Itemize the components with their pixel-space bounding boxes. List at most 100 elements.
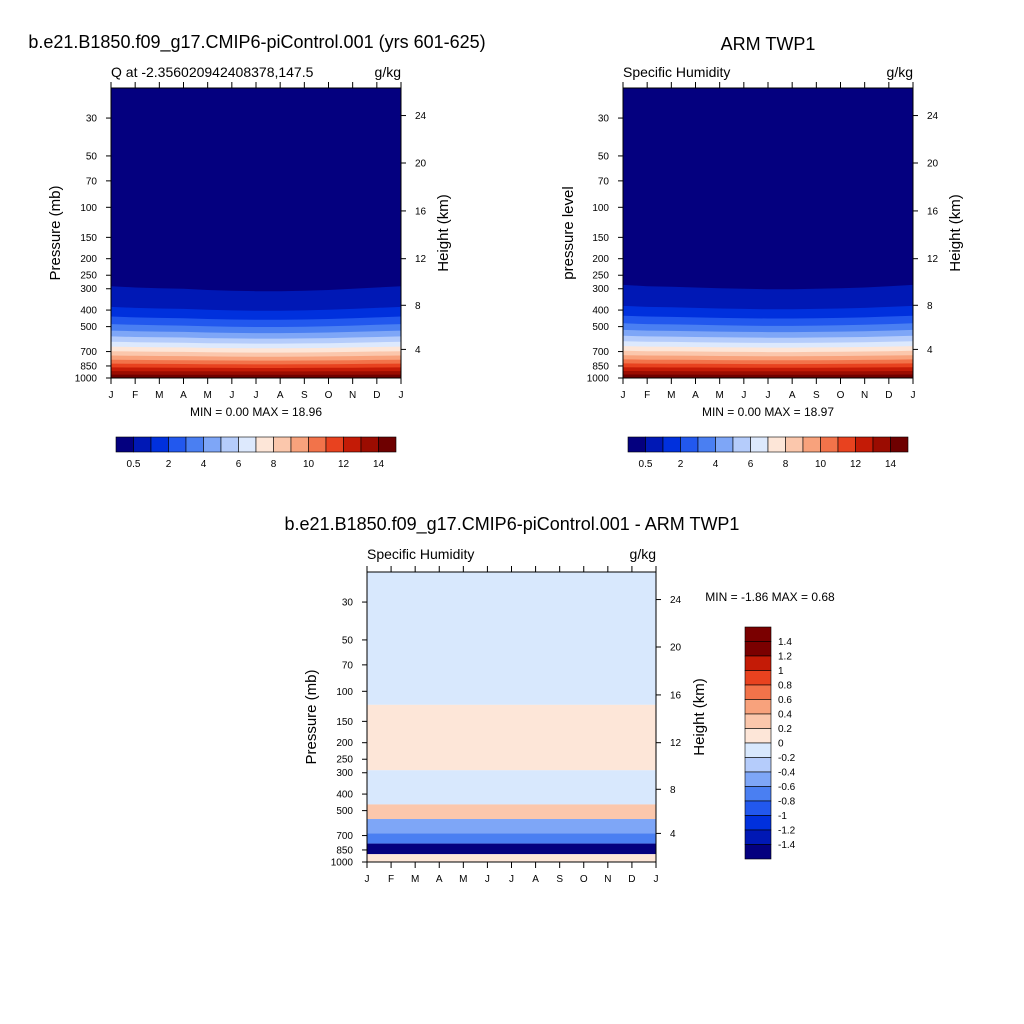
- y-tick-label: 700: [80, 347, 97, 358]
- colorbar-swatch: [744, 786, 772, 802]
- y-tick-label: 50: [342, 635, 354, 646]
- colorbar-swatch: [744, 742, 772, 758]
- y-tick-label: 50: [86, 151, 98, 162]
- y-tick-label: 50: [598, 151, 610, 162]
- colorbar-swatch: [744, 699, 772, 715]
- colorbar-swatch: [378, 436, 397, 453]
- x-tick-label: M: [155, 390, 163, 401]
- x-tick-label: F: [388, 874, 394, 885]
- colorbar-swatch: [203, 436, 222, 453]
- colorbar-swatch: [255, 436, 274, 453]
- difference-layer: [367, 704, 656, 771]
- y-tick-label: 1000: [331, 858, 354, 869]
- x-tick-label: A: [180, 390, 187, 401]
- y-tick-label: 500: [336, 806, 353, 817]
- difference-layer: [367, 819, 656, 834]
- colorbar-label: 1: [778, 666, 784, 677]
- y-axis-label-right: Height (km): [435, 194, 452, 272]
- subtitle-left: Specific Humidity: [623, 64, 730, 80]
- height-tick-label: 20: [415, 158, 427, 169]
- colorbar-swatch: [662, 436, 681, 453]
- colorbar-label: -0.6: [778, 782, 796, 793]
- min-max-stats: MIN = 0.00 MAX = 18.97: [702, 405, 834, 419]
- x-tick-label: S: [813, 390, 820, 401]
- height-tick-label: 24: [670, 595, 682, 606]
- subtitle-units: g/kg: [887, 64, 913, 80]
- x-tick-label: M: [203, 390, 211, 401]
- colorbar-swatch: [744, 728, 772, 744]
- colorbar-label: 14: [373, 459, 385, 470]
- colorbar-swatch: [238, 436, 257, 453]
- y-tick-label: 300: [80, 284, 97, 295]
- x-tick-label: J: [399, 390, 404, 401]
- y-tick-label: 250: [336, 755, 353, 766]
- colorbar-swatch: [802, 436, 821, 453]
- colorbar-swatch: [820, 436, 839, 453]
- difference-layer: [367, 804, 656, 820]
- colorbar-swatch: [890, 436, 909, 453]
- x-tick-label: N: [349, 390, 356, 401]
- colorbar-label: -1: [778, 811, 787, 822]
- colorbar-swatch: [645, 436, 664, 453]
- x-tick-label: O: [837, 390, 845, 401]
- difference-layer: [367, 770, 656, 805]
- x-tick-label: D: [373, 390, 380, 401]
- y-tick-label: 300: [592, 284, 609, 295]
- y-tick-label: 250: [80, 271, 97, 282]
- colorbar-label: 12: [338, 459, 350, 470]
- colorbar-swatch: [360, 436, 379, 453]
- height-tick-label: 16: [927, 206, 939, 217]
- colorbar-swatch: [744, 829, 772, 845]
- height-tick-label: 8: [927, 301, 933, 312]
- colorbar-swatch: [744, 655, 772, 671]
- y-tick-label: 30: [86, 114, 98, 125]
- subtitle-units: g/kg: [375, 64, 401, 80]
- y-tick-label: 500: [80, 322, 97, 333]
- colorbar-swatch: [325, 436, 344, 453]
- height-tick-label: 8: [415, 301, 421, 312]
- contour-band: [623, 374, 913, 378]
- colorbar-label: 14: [885, 459, 897, 470]
- colorbar-label: -0.8: [778, 797, 796, 808]
- y-tick-label: 300: [336, 768, 353, 779]
- colorbar-label: 0.5: [127, 459, 141, 470]
- min-max-stats: MIN = 0.00 MAX = 18.96: [190, 405, 322, 419]
- colorbar-label: 0: [778, 739, 784, 750]
- y-tick-label: 850: [336, 845, 353, 856]
- colorbar-swatch: [744, 641, 772, 657]
- colorbar-swatch: [115, 436, 134, 453]
- colorbar-swatch: [680, 436, 699, 453]
- colorbar-label: 0.4: [778, 710, 792, 721]
- min-max-stats: MIN = -1.86 MAX = 0.68: [705, 590, 835, 604]
- title-bottom: b.e21.B1850.f09_g17.CMIP6-piControl.001 …: [285, 514, 740, 535]
- colorbar-label: 0.8: [778, 681, 792, 692]
- colorbar-label: 6: [748, 459, 754, 470]
- x-tick-label: M: [459, 874, 467, 885]
- x-tick-label: J: [229, 390, 234, 401]
- height-tick-label: 4: [415, 345, 421, 356]
- x-tick-label: J: [766, 390, 771, 401]
- x-tick-label: M: [715, 390, 723, 401]
- title-top-left: b.e21.B1850.f09_g17.CMIP6-piControl.001 …: [28, 32, 485, 53]
- y-tick-label: 70: [598, 176, 610, 187]
- x-tick-label: O: [580, 874, 588, 885]
- colorbar-label: 4: [201, 459, 207, 470]
- y-tick-label: 400: [80, 306, 97, 317]
- height-tick-label: 12: [670, 738, 682, 749]
- colorbar-label: 2: [166, 459, 172, 470]
- colorbar-label: 8: [271, 459, 277, 470]
- colorbar-swatch: [744, 844, 772, 860]
- y-axis-label: pressure level: [560, 186, 577, 279]
- y-tick-label: 250: [592, 271, 609, 282]
- x-tick-label: O: [325, 390, 333, 401]
- colorbar-swatch: [744, 713, 772, 729]
- x-tick-label: J: [109, 390, 114, 401]
- colorbar-label: -1.4: [778, 840, 796, 851]
- height-tick-label: 4: [927, 345, 933, 356]
- panel-model: Q at -2.356020942408378,147.5 g/kg Press…: [47, 64, 452, 470]
- y-tick-label: 400: [592, 306, 609, 317]
- y-axis-label-right: Height (km): [947, 194, 964, 272]
- colorbar-swatch: [837, 436, 856, 453]
- x-tick-label: J: [509, 874, 514, 885]
